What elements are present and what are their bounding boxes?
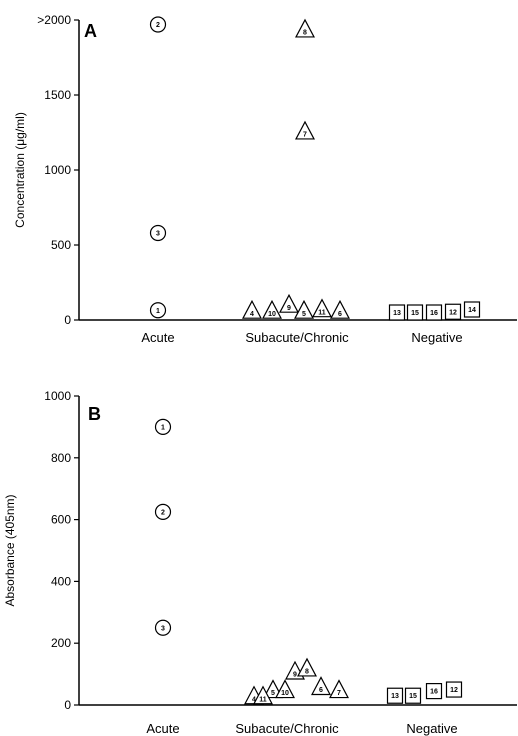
panel-a-point-triangle [312, 298, 332, 318]
panel-b-point-triangle [253, 685, 273, 705]
panel-b-point-triangle [263, 679, 283, 699]
panel-b-point-triangle-label: 7 [337, 690, 341, 697]
panel-a-point-triangle [330, 299, 350, 319]
panel-b-point-triangle-label: 11 [259, 696, 267, 703]
panel-a-point-triangle-label: 11 [318, 309, 326, 316]
panel-a-y-tick-label: 0 [64, 313, 71, 327]
panel-a-point-circle-label: 2 [156, 22, 160, 29]
panel-b-y-axis-label: Absorbance (405nm) [3, 494, 17, 606]
panel-a-y-tick-label: 1000 [44, 163, 71, 177]
panel-b-point-square-label: 13 [391, 693, 399, 700]
panel-a-point-triangle-label: 5 [302, 311, 306, 318]
panel-b-point-triangle-label: 5 [271, 690, 275, 697]
panel-b-y-tick-label: 1000 [44, 389, 71, 403]
panel-b-point-circle-label: 1 [161, 424, 165, 431]
panel-b-point-triangle [275, 679, 295, 699]
panel-a-point-square-label: 13 [393, 310, 401, 317]
panel-b-point-circle [154, 503, 172, 520]
panel-a-point-circle [149, 224, 167, 242]
panel-a-point-triangle-label: 7 [303, 132, 307, 139]
panel-a-point-square [425, 304, 443, 321]
panel-a-y-axis-label: Concentration (μg/ml) [13, 112, 27, 228]
panel-a-category-label: Negative [411, 330, 462, 345]
panel-a-category-label: Acute [141, 330, 174, 345]
panel-b-point-triangle-label: 6 [319, 687, 323, 694]
panel-b-point-square [425, 682, 443, 700]
panel-a-point-triangle-label: 10 [268, 311, 276, 318]
panel-a-point-triangle [295, 120, 315, 140]
panel-b-category-label: Negative [406, 721, 457, 736]
panel-b-point-triangle-label: 4 [252, 696, 256, 703]
panel-b-point-triangle-label: 10 [281, 690, 289, 697]
panel-b-point-square-label: 12 [450, 687, 458, 694]
panel-b-point-square [445, 681, 463, 698]
panel-b-point-triangle-label: 8 [305, 668, 309, 675]
panel-b-point-circle [154, 619, 172, 636]
panel-a-point-circle [149, 16, 167, 33]
panel-a-y-tick-label: 500 [51, 238, 71, 252]
panel-b-y-tick-label: 0 [64, 698, 71, 712]
panel-a-point-circle-label: 3 [156, 231, 160, 238]
panel-a-category-label: Subacute/Chronic [245, 330, 349, 345]
panel-a-y-tick-label: 1500 [44, 88, 71, 102]
panel-a-point-triangle [242, 299, 262, 319]
panel-a-point-triangle-label: 4 [250, 311, 254, 318]
panel-b-point-square [404, 687, 422, 704]
panel-a-point-triangle-label: 9 [287, 305, 291, 312]
panel-a-point-triangle [295, 18, 315, 38]
panel-b-point-triangle-label: 9 [293, 672, 297, 679]
panel-a-point-square-label: 16 [430, 310, 438, 317]
panel-a-point-square [463, 301, 481, 318]
panel-a-y-tick-label: >2000 [37, 13, 71, 27]
panel-b-point-circle-label: 2 [161, 509, 165, 516]
panel-a-point-square-label: 15 [411, 310, 419, 317]
panel-a-point-triangle-label: 6 [338, 311, 342, 318]
panel-b-category-label: Acute [146, 721, 179, 736]
panel-a-point-square-label: 14 [468, 307, 476, 314]
panel-a-point-circle [149, 302, 167, 319]
panel-b-point-triangle [311, 676, 331, 696]
panel-a-point-square [444, 303, 462, 320]
panel-b-point-triangle [297, 657, 317, 677]
panel-a-point-triangle [294, 299, 314, 319]
panel-b-point-square-label: 15 [409, 693, 417, 700]
panel-a-point-circle-label: 1 [156, 308, 160, 315]
panel-b-y-tick-label: 200 [51, 636, 71, 650]
panel-a-point-square-label: 12 [449, 309, 457, 316]
panel-b-point-circle-label: 3 [161, 625, 165, 632]
panel-a-point-square [388, 304, 406, 321]
panel-a-letter: A [84, 21, 97, 41]
panel-b-category-label: Subacute/Chronic [235, 721, 339, 736]
panel-b-point-triangle [329, 679, 349, 699]
panel-b-y-tick-label: 400 [51, 574, 71, 588]
panel-b-y-tick-label: 800 [51, 451, 71, 465]
panel-b-y-tick-label: 600 [51, 513, 71, 527]
panel-b-point-circle [154, 418, 172, 435]
panel-a-point-triangle-label: 8 [303, 30, 307, 37]
panel-b-letter: B [88, 404, 101, 424]
panel-b-point-square [386, 687, 404, 704]
panel-a-point-triangle [262, 299, 282, 319]
panel-b-point-square-label: 16 [430, 689, 438, 696]
panel-a-point-square [406, 304, 424, 321]
panel-a-point-triangle [279, 293, 299, 313]
